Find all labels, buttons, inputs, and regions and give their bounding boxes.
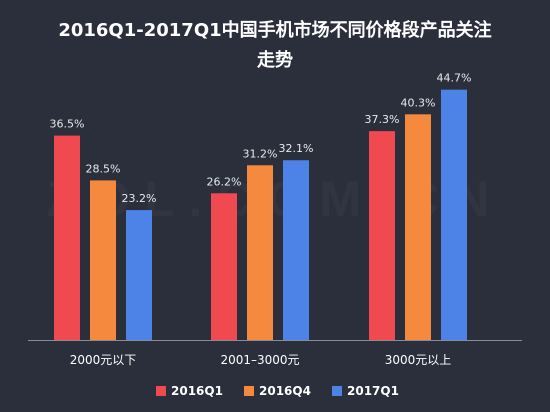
legend-label: 2016Q4 bbox=[259, 384, 311, 398]
bar bbox=[54, 135, 80, 340]
legend-swatch bbox=[156, 386, 166, 396]
data-label: 31.2% bbox=[243, 147, 278, 160]
data-label: 36.5% bbox=[50, 118, 85, 131]
bar bbox=[369, 131, 395, 340]
data-label: 44.7% bbox=[437, 72, 472, 85]
legend-label: 2016Q1 bbox=[171, 384, 223, 398]
legend-swatch bbox=[244, 386, 254, 396]
bar bbox=[126, 210, 152, 340]
data-label: 37.3% bbox=[365, 113, 400, 126]
chart-title-line: 走势 bbox=[257, 49, 293, 71]
x-tick-label: 2000元以下 bbox=[70, 353, 137, 367]
bar bbox=[441, 89, 467, 341]
data-label: 26.2% bbox=[207, 175, 242, 188]
bar bbox=[405, 114, 431, 340]
data-label: 32.1% bbox=[279, 142, 314, 155]
bar bbox=[211, 193, 237, 340]
data-label: 40.3% bbox=[401, 96, 436, 109]
legend-label: 2017Q1 bbox=[347, 384, 399, 398]
bar bbox=[247, 165, 273, 340]
legend-swatch bbox=[332, 386, 342, 396]
bar bbox=[90, 180, 116, 340]
bar bbox=[283, 160, 309, 340]
chart-title-line: 2016Q1-2017Q1中国手机市场不同价格段产品关注 bbox=[58, 19, 491, 41]
x-tick-label: 3000元以上 bbox=[385, 353, 452, 367]
data-label: 23.2% bbox=[122, 192, 157, 205]
x-tick-label: 2001–3000元 bbox=[220, 353, 299, 367]
data-label: 28.5% bbox=[86, 162, 121, 175]
